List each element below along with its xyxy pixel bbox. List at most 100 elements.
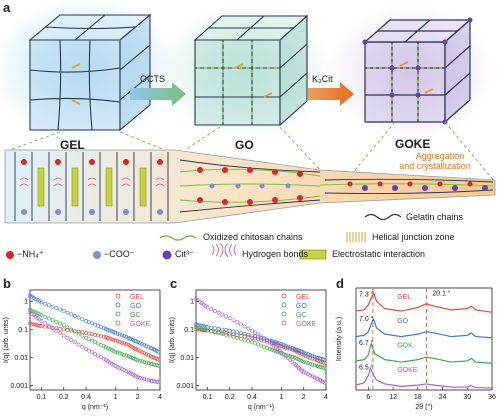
data-point-gc [216,331,221,336]
data-point-gc [80,333,85,338]
data-point-go [28,293,32,298]
x-tick-label: 6 [366,394,370,401]
data-point-goke [227,316,232,321]
data-point-gc [205,328,210,333]
legend-label-goke: GOKE [296,321,317,328]
data-point-gel [93,332,97,337]
x-tick-label: 1 [113,394,117,401]
data-point-go [273,340,278,345]
data-point-gel [115,339,120,344]
data-point-gc [231,334,236,339]
data-point-goke [54,328,59,333]
data-point-gel [30,322,34,326]
series-label-go: GO [397,318,408,325]
data-point-goke [87,348,91,353]
legend-electrostatic-symbol [299,249,327,260]
legend-hbond-symbol [211,242,237,258]
data-point-go [105,327,110,332]
arrow-k3cit-label: K₃Cit [312,74,333,84]
data-point-gel [80,330,85,335]
peak-annotation: 6.7 ° [359,339,374,347]
data-point-gc [144,360,149,365]
data-point-goke [310,374,315,379]
y-axis-label: I(q) (arb. units) [169,317,176,363]
data-point-gel [31,322,36,327]
data-point-go [54,306,59,311]
data-point-goke [281,352,286,357]
data-point-gc [93,340,97,344]
data-point-gc [65,325,70,330]
data-point-gel [122,341,127,346]
data-point-gc [303,360,308,365]
x-tick-label: 0.1 [203,394,213,401]
data-point-goke [122,368,127,373]
data-point-goke [250,328,254,333]
data-point-go [39,300,44,305]
data-point-go [310,353,315,358]
data-point-gc [87,337,91,342]
data-point-go [205,325,210,330]
legend-coo-symbol [93,251,101,259]
legend-hbond-label: Hydrogen bonds [242,249,309,259]
data-point-gc [61,323,66,328]
legend-nh4-label: −NH₄⁺ [17,249,44,259]
data-point-gc [46,316,51,321]
data-point-gel [65,328,70,332]
go-label: GO [235,138,254,152]
data-point-goke [61,333,66,338]
data-point-go [33,297,38,301]
data-point-go [50,304,55,309]
data-point-go [209,325,214,330]
panel-a-illustration [0,0,496,260]
legend-marker-go [281,302,287,308]
data-point-gc [84,335,88,340]
peak-annotation: 7.0 ° [359,315,374,323]
data-point-goke [69,338,74,342]
y-tick-label: 0.001 [176,383,194,390]
data-point-goke [146,378,151,382]
data-point-gc [102,344,106,349]
legend-nh4-symbol [6,251,14,259]
data-point-goke [235,320,240,325]
data-point-gc [28,307,32,312]
data-point-gc [109,348,114,352]
legend-marker-goke [115,320,121,326]
junction-zones [71,61,434,105]
data-point-go [308,353,313,357]
data-point-goke [105,359,110,364]
chart-b: 0.1 0.2 0.4 1 2 4 0.001 0.01 0.1 1 q (nm⁻¹) I(q) (a… [3,289,162,411]
data-point-goke [231,318,236,323]
data-point-gel [111,337,116,342]
data-point-goke [80,344,85,349]
data-point-gel [35,323,40,328]
band-gelatin-chains [14,152,169,221]
data-point-gc [212,330,217,335]
data-point-gc [283,352,288,357]
data-point-gc [122,352,127,357]
panel-d-letter: d [336,276,344,291]
data-point-gc [96,341,100,346]
data-point-gel [197,327,202,332]
data-point-go [196,322,200,327]
y-tick-label: 1 [24,299,28,306]
data-point-goke [256,332,260,337]
data-point-gc [39,313,44,318]
data-point-go [144,344,149,348]
data-point-gc [33,310,38,315]
data-point-gel [135,348,140,353]
data-point-go [275,340,280,345]
data-point-goke [308,373,313,378]
data-point-gel [196,327,200,332]
data-point-gc [72,329,77,334]
data-point-goke [259,334,263,339]
data-point-gc [275,350,280,354]
data-point-gc [146,361,151,366]
y-tick-label: 0.1 [18,327,28,334]
data-point-go [140,342,144,346]
go-cube [193,14,309,127]
data-point-goke [111,362,116,367]
data-point-gel [76,329,81,334]
data-point-gel [96,333,100,338]
legend-cit-label: Cit³⁻ [175,249,194,259]
data-point-goke [155,379,159,384]
